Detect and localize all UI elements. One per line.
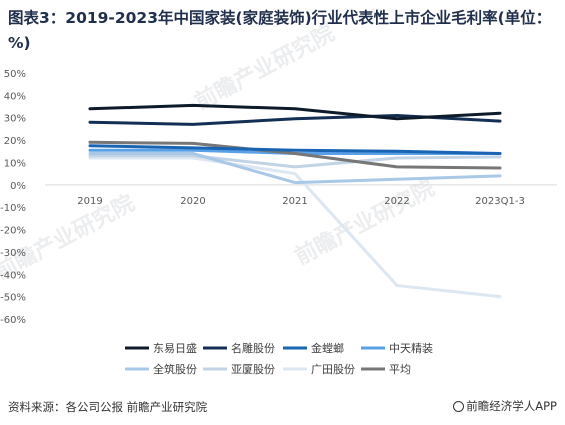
x-tick-label: 2019 [77, 196, 102, 207]
y-tick-label: -60% [0, 315, 26, 326]
series-line [88, 156, 502, 299]
legend-label: 东易日盛 [153, 341, 197, 355]
legend-label: 亚厦股份 [231, 363, 275, 376]
y-tick-label: -30% [0, 248, 26, 259]
legend-label: 中天精装 [389, 342, 433, 355]
series-line [88, 103, 502, 121]
series-line [88, 144, 502, 155]
legend-label: 名雕股份 [231, 341, 275, 355]
watermark-text: 前瞻产业研究院 [191, 20, 339, 115]
y-tick-label: 30% [4, 114, 26, 125]
series-line [88, 154, 502, 169]
legend-label: 平均 [389, 363, 411, 376]
y-tick-label: 0% [10, 181, 26, 192]
y-tick-label: 10% [4, 158, 26, 169]
source-note: 资料来源：各公司公报 前瞻产业研究院 [8, 400, 208, 414]
brand-footer: 前瞻经济学人APP [453, 398, 557, 414]
y-tick-label: -40% [0, 270, 26, 281]
series-line [88, 152, 502, 185]
x-tick-label: 2020 [180, 196, 205, 207]
series-line [88, 140, 502, 170]
x-tick-label: 2023Q1-3 [475, 196, 525, 207]
y-tick-label: -10% [0, 203, 26, 214]
brand-label: 前瞻经济学人APP [466, 399, 557, 413]
x-tick-label: 2021 [282, 196, 307, 207]
legend-label: 金螳螂 [311, 341, 344, 355]
x-tick-label: 2022 [384, 196, 409, 207]
y-tick-label: -20% [0, 226, 26, 237]
watermark-text: 前瞻产业研究院 [291, 175, 439, 270]
legend-label: 全筑股份 [153, 362, 197, 376]
y-tick-label: 20% [4, 136, 26, 147]
brand-logo-icon [453, 401, 465, 412]
legend-label: 广田股份 [311, 363, 355, 376]
y-tick-label: -50% [0, 293, 26, 304]
y-tick-label: 50% [4, 69, 26, 80]
chart-title: 图表3：2019-2023年中国家装(家庭装饰)行业代表性上市企业毛利率(单位：… [8, 9, 552, 52]
y-tick-label: 40% [4, 91, 26, 102]
